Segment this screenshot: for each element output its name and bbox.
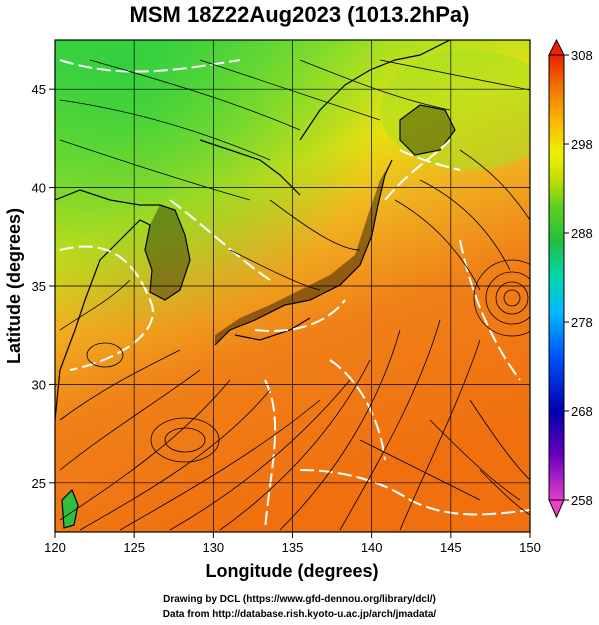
colorbar-tick-label: 278 — [571, 315, 593, 330]
x-tick-label: 150 — [519, 540, 541, 555]
chart-title: MSM 18Z22Aug2023 (1013.2hPa) — [129, 2, 470, 27]
footer-credit-data: Data from http://database.rish.kyoto-u.a… — [162, 609, 437, 620]
y-tick-label: 40 — [32, 181, 46, 196]
land-masses — [62, 105, 455, 528]
x-tick-label: 130 — [202, 540, 224, 555]
colorbar-gradient — [548, 54, 565, 501]
y-axis-ticks: 25 30 35 40 45 — [32, 82, 55, 491]
map-grid — [55, 40, 530, 532]
x-tick-label: 125 — [123, 540, 145, 555]
streamlines — [59, 59, 530, 531]
y-tick-label: 30 — [32, 377, 46, 392]
y-tick-label: 25 — [32, 476, 46, 491]
y-tick-label: 45 — [32, 82, 46, 97]
x-axis-label: Longitude (degrees) — [205, 561, 378, 581]
colorbar: 308 298 288 278 268 258 — [548, 38, 593, 519]
x-tick-label: 140 — [361, 540, 383, 555]
x-tick-label: 120 — [44, 540, 66, 555]
colorbar-ticks: 308 298 288 278 268 258 — [564, 48, 593, 508]
colorbar-tick-label: 288 — [571, 226, 593, 241]
x-axis-ticks: 120 125 130 135 140 145 150 — [44, 532, 541, 555]
colorbar-tick-label: 258 — [571, 493, 593, 508]
coastlines — [55, 40, 456, 529]
colorbar-bottom-arrow — [548, 499, 565, 519]
colorbar-tick-label: 298 — [571, 137, 593, 152]
colorbar-top-arrow — [548, 38, 565, 56]
contour-lines — [59, 59, 530, 531]
y-axis-label: Latitude (degrees) — [4, 208, 24, 364]
colorbar-tick-label: 268 — [571, 404, 593, 419]
vortex-swirl — [86, 259, 530, 463]
map-area — [55, 40, 530, 532]
x-tick-label: 135 — [282, 540, 304, 555]
x-tick-label: 145 — [440, 540, 462, 555]
footer-credit-drawing: Drawing by DCL (https://www.gfd-dennou.o… — [163, 594, 436, 605]
y-tick-label: 35 — [32, 279, 46, 294]
colorbar-tick-label: 308 — [571, 48, 593, 63]
